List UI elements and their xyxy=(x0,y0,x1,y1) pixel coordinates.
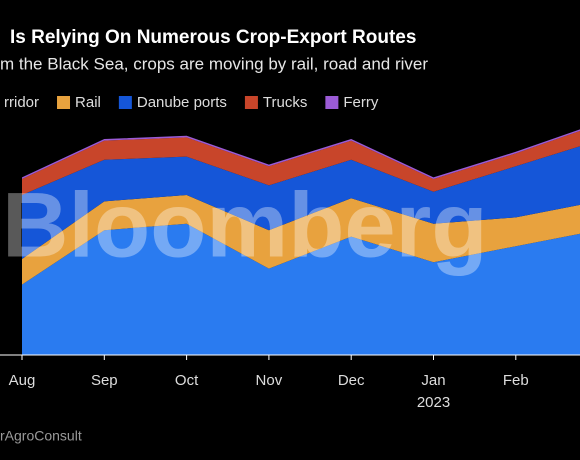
legend-swatch xyxy=(118,96,132,109)
year-label: 2023 xyxy=(417,394,450,411)
x-tick-label: Jan xyxy=(421,372,445,389)
x-tick-label: Sep xyxy=(91,372,118,389)
legend-label: Rail xyxy=(75,94,101,111)
legend-label: rridor xyxy=(4,94,39,111)
x-tick-label: Oct xyxy=(175,372,199,389)
area xyxy=(22,146,580,259)
legend-swatch xyxy=(244,96,258,109)
legend-swatch xyxy=(57,96,71,109)
chart-subtitle: m the Black Sea, crops are moving by rai… xyxy=(0,54,428,73)
chart-title: Is Relying On Numerous Crop-Export Route… xyxy=(10,27,416,48)
source: rAgroConsult xyxy=(0,428,82,444)
x-tick-label: Feb xyxy=(503,372,529,389)
legend-label: Ferry xyxy=(343,94,378,111)
x-tick-label: Dec xyxy=(338,372,365,389)
area xyxy=(22,195,580,285)
area xyxy=(22,130,580,195)
x-tick-label: Nov xyxy=(256,372,283,389)
legend-swatch xyxy=(325,96,339,109)
x-tick-label: Aug xyxy=(9,372,36,389)
legend-label: Trucks xyxy=(263,94,307,111)
area xyxy=(22,223,580,355)
watermark: Bloomberg xyxy=(2,174,488,276)
legend-label: Danube ports xyxy=(137,94,227,111)
